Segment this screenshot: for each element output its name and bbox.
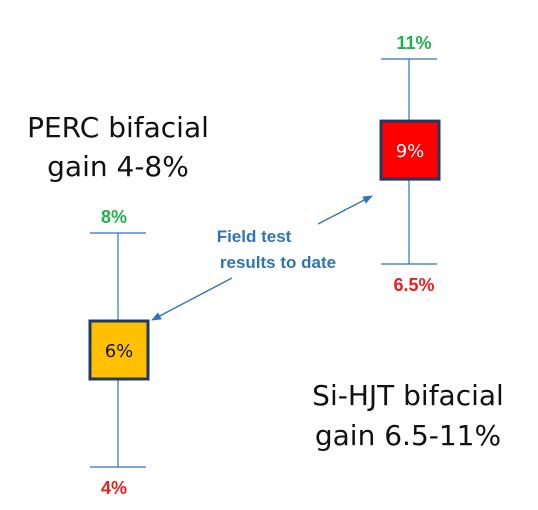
annotation-arrow-to-sihjt <box>317 195 373 225</box>
perc-mid-box <box>88 319 150 381</box>
annotation: Field test results to date <box>151 195 373 321</box>
perc-low-label: 4% <box>101 478 127 498</box>
sihjt-high-label: 11% <box>396 33 431 53</box>
perc-mid-label: 6% <box>105 341 134 362</box>
sihjt-caption-line1: Si-HJT bifacial <box>312 379 504 412</box>
series-perc: 6% 8% 4% PERC bifacial gain 4-8% <box>27 111 209 498</box>
annotation-line2: results to date <box>220 253 336 272</box>
sihjt-low-label: 6.5% <box>393 275 434 295</box>
sihjt-mid-box <box>379 119 441 181</box>
perc-caption-line1: PERC bifacial <box>27 111 209 144</box>
perc-caption-line2: gain 4-8% <box>47 150 189 183</box>
series-sihjt: 9% 11% 6.5% Si-HJT bifacial gain 6.5-11% <box>312 33 504 452</box>
sihjt-mid-label: 9% <box>396 141 425 162</box>
annotation-line1: Field test <box>217 227 292 246</box>
sihjt-caption-line2: gain 6.5-11% <box>315 419 501 452</box>
annotation-arrow-to-perc <box>151 277 233 321</box>
perc-high-label: 8% <box>101 207 127 227</box>
